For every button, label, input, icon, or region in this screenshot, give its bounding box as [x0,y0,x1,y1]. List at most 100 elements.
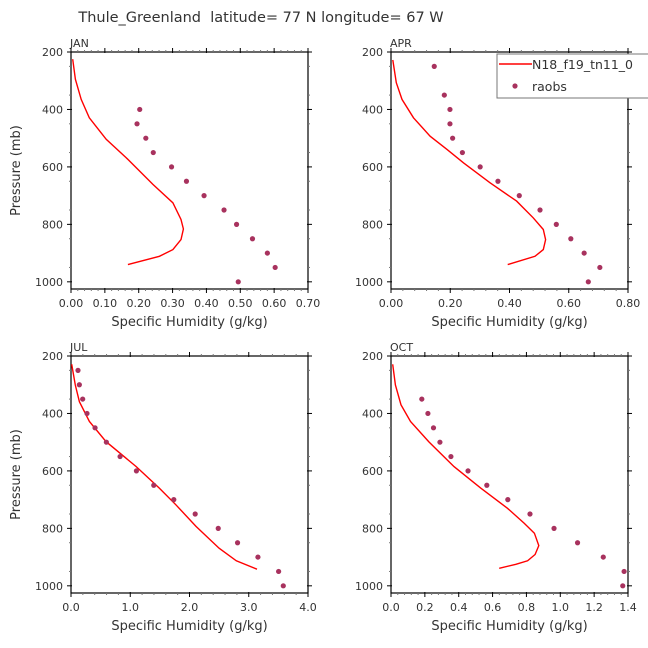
raobs-point [280,583,286,589]
raobs-point [235,279,241,285]
raobs-point [233,221,240,227]
raobs-point [92,425,98,431]
model-series-line [71,364,258,570]
raobs-point [447,121,453,127]
raobs-point [553,221,559,227]
panel-label: APR [390,37,412,50]
raobs-point [80,396,86,402]
y-tick-label: 400 [362,103,383,116]
raobs-point [621,568,627,575]
legend-obs-label: raobs [532,79,567,94]
model-series-line [392,59,547,266]
x-tick-label: 0.60 [262,297,287,310]
raobs-point [221,207,227,213]
raobs-point [437,439,443,445]
panel-jul: JUL 0.0 1.0 2.0 3.0 4.0 200 400 600 800 1000 Specif… [9,341,317,634]
x-tick-label: 0.2 [416,601,434,614]
panel-label: JAN [69,37,89,50]
x-tick-label: 0.50 [228,297,253,310]
y-tick-label: 200 [42,46,63,59]
raobs-point [431,63,437,69]
raobs-point [276,568,282,575]
x-tick-label: 0.20 [126,297,151,310]
raobs-point [505,497,511,503]
raobs-point [568,236,574,242]
raobs-point [430,425,437,431]
raobs-point [419,396,425,402]
raobs-point [495,178,501,184]
x-axis-label: Specific Humidity (g/kg) [431,619,587,634]
raobs-point [134,121,140,127]
raobs-point [151,482,157,488]
raobs-point [620,583,626,589]
raobs-point [600,554,606,560]
raobs-point [255,554,261,560]
raobs-point [585,279,591,285]
x-tick-label: 0.80 [616,297,641,310]
y-axis-label: Pressure (mb) [9,429,24,520]
panel-jan: JAN 0.00 0.10 0.20 0.30 0.40 0.50 0.60 0.70 200 40… [9,37,320,330]
raobs-point [183,178,190,184]
y-tick-label: 200 [42,350,63,363]
y-tick-label: 1000 [35,580,63,593]
x-tick-label: 0.40 [194,297,219,310]
plot-frame [390,355,629,594]
x-tick-label: 1.0 [552,601,570,614]
raobs-point [75,367,81,373]
raobs-point [272,264,278,271]
y-tick-label: 800 [362,218,383,231]
raobs-point [450,135,456,141]
x-tick-label: 4.0 [299,601,317,614]
raobs-point [234,540,241,546]
raobs-point [76,382,82,388]
y-tick-label: 600 [42,465,63,478]
x-axis-label: Specific Humidity (g/kg) [111,619,267,634]
y-tick-label: 400 [362,407,383,420]
y-tick-label: 600 [362,465,383,478]
x-tick-label: 0.6 [484,601,502,614]
x-axis-label: Specific Humidity (g/kg) [111,315,267,330]
raobs-point [215,525,221,531]
y-tick-label: 1000 [35,276,63,289]
y-axis-label: Pressure (mb) [9,125,24,216]
raobs-point [484,482,490,488]
raobs-point [459,149,465,156]
model-series-line [72,59,185,266]
y-tick-label: 800 [42,522,63,535]
raobs-point [551,525,557,531]
raobs-point [117,453,123,460]
x-tick-label: 0.0 [62,601,80,614]
x-tick-label: 0.60 [557,297,582,310]
raobs-point [133,468,140,474]
x-axis-label: Specific Humidity (g/kg) [431,315,587,330]
y-tick-label: 400 [42,103,63,116]
raobs-point [171,497,177,503]
raobs-point [192,511,198,517]
x-tick-label: 0.40 [497,297,522,310]
x-tick-label: 1.2 [585,601,603,614]
raobs-point [527,511,533,517]
legend-model-label: N18_f19_tn11_0 [532,57,633,72]
raobs-point [201,193,207,199]
raobs-point [143,135,149,141]
legend-box [496,53,648,99]
raobs-point [150,149,156,156]
model-series-line [392,364,540,569]
legend-obs-swatch [512,83,518,89]
plot-frame [70,355,309,594]
raobs-point [597,264,603,271]
x-tick-label: 0.8 [518,601,536,614]
x-tick-label: 0.00 [59,297,84,310]
raobs-point [168,164,175,170]
raobs-point [448,453,454,460]
y-tick-label: 800 [362,522,383,535]
x-tick-label: 0.0 [382,601,400,614]
y-tick-label: 400 [42,407,63,420]
x-tick-label: 0.20 [438,297,463,310]
x-tick-label: 0.00 [379,297,404,310]
y-tick-label: 200 [362,46,383,59]
raobs-point [103,439,109,445]
panel-apr: APR 0.00 0.20 0.40 0.60 0.80 200 400 600 800 1000 S… [355,37,640,330]
